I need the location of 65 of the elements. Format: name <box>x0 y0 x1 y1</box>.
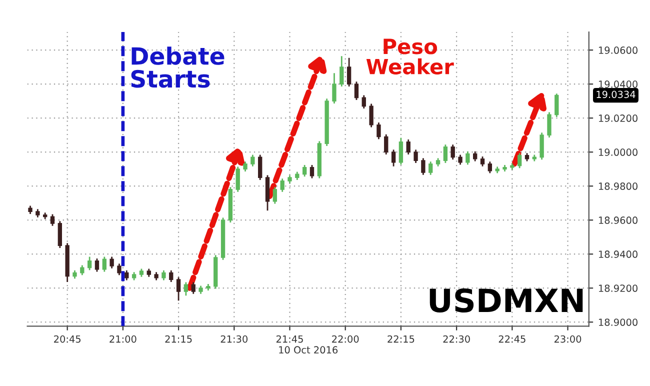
candlestick <box>376 122 381 140</box>
candlestick <box>428 162 433 175</box>
x-tick-label: 20:45 <box>54 335 80 343</box>
candlestick <box>302 164 307 177</box>
candlestick <box>94 258 100 272</box>
candlestick <box>280 178 284 192</box>
candlestick <box>102 256 107 272</box>
y-tick-label: 18.9000 <box>598 318 638 326</box>
y-tick-label: 19.0200 <box>598 114 638 122</box>
annotation: Debate Starts <box>131 46 224 88</box>
candlestick <box>340 56 344 86</box>
x-tick-label: 23:00 <box>554 335 582 343</box>
candlestick <box>346 58 352 86</box>
candlestick <box>272 187 278 204</box>
annotation: USDMXN <box>430 288 583 312</box>
x-tick-label: 21:45 <box>276 335 303 343</box>
candlestick <box>540 132 544 160</box>
candlestick <box>110 256 114 268</box>
x-tick-label: 21:30 <box>220 335 248 343</box>
candlestick <box>391 150 396 166</box>
candlestick <box>332 73 336 104</box>
candlestick <box>310 164 314 178</box>
y-tick-label: 18.9200 <box>598 284 638 292</box>
y-tick-label: 18.9600 <box>598 216 638 224</box>
candlestick <box>369 104 374 128</box>
candlestick <box>169 270 174 282</box>
candlestick <box>117 264 122 276</box>
candlestick <box>414 150 418 163</box>
candlestick <box>466 151 470 165</box>
candlestick <box>87 256 92 270</box>
candlestick <box>236 166 240 192</box>
candlestick <box>354 82 359 100</box>
candlestick <box>450 144 455 160</box>
candlestick <box>554 94 559 118</box>
candlestick <box>488 162 492 174</box>
y-tick-label: 18.9400 <box>598 250 638 258</box>
text: 19.0334 <box>596 90 636 98</box>
x-axis-title: 10 Oct 2016 <box>279 346 338 354</box>
x-tick-label: 22:45 <box>498 335 526 343</box>
y-tick-label: 19.0600 <box>598 46 638 54</box>
candlestick <box>443 144 448 163</box>
candlestick <box>265 175 270 211</box>
y-tick-label: 19.0400 <box>598 80 638 88</box>
y-tick-label: 19.0000 <box>598 148 638 156</box>
candlestick <box>547 112 552 138</box>
candlestick <box>258 154 262 180</box>
candlestick <box>58 221 62 248</box>
x-tick-label: 22:00 <box>332 335 359 343</box>
x-tick-label: 22:30 <box>443 335 470 343</box>
candlestick <box>184 282 188 296</box>
candlestick <box>50 214 55 226</box>
x-tick-label: 22:15 <box>388 335 414 343</box>
y-tick-label: 18.9800 <box>598 182 638 190</box>
candlestick <box>191 282 196 294</box>
candlestick <box>362 95 366 109</box>
candlestick <box>421 158 426 175</box>
x-tick-label: 21:00 <box>110 335 136 343</box>
annotation: Peso Weaker <box>366 38 454 74</box>
candlestick <box>384 134 388 154</box>
candlestick <box>176 277 181 301</box>
candlestick <box>406 139 410 154</box>
x-tick-label: 21:15 <box>165 335 192 343</box>
candlestick <box>398 138 404 165</box>
candlestick <box>517 153 522 168</box>
candlestick <box>250 154 255 166</box>
